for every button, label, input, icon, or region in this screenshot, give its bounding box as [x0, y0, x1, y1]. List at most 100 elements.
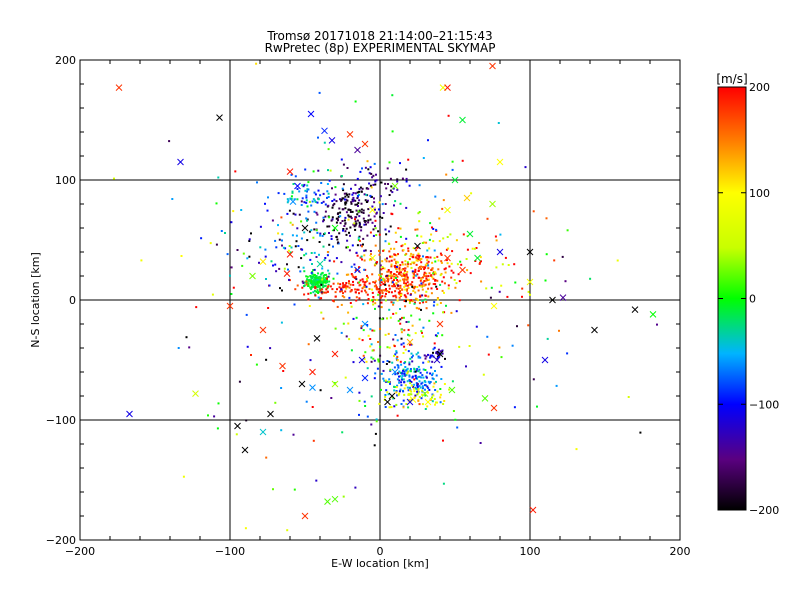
data-point — [352, 283, 355, 286]
x-marker — [466, 230, 474, 238]
data-point — [391, 191, 394, 194]
data-point — [313, 191, 316, 194]
data-point — [396, 188, 399, 191]
data-point — [384, 203, 387, 205]
data-point — [318, 285, 321, 288]
data-point — [420, 282, 423, 285]
data-point — [318, 241, 321, 243]
data-point — [426, 385, 429, 388]
data-point — [394, 285, 396, 288]
data-point — [398, 291, 401, 294]
data-point — [575, 448, 578, 451]
data-point — [343, 296, 346, 299]
data-point — [370, 186, 373, 189]
data-point — [420, 261, 423, 264]
data-point — [344, 290, 347, 293]
data-point — [388, 287, 391, 290]
data-point — [368, 182, 371, 185]
data-point — [442, 311, 444, 314]
data-point — [305, 280, 308, 283]
data-point — [400, 271, 402, 274]
data-point — [431, 268, 434, 271]
data-point — [401, 316, 403, 319]
data-point — [414, 332, 417, 335]
data-point — [421, 374, 424, 377]
data-point — [545, 253, 548, 256]
x-marker-stroke — [414, 242, 421, 250]
data-point — [398, 392, 401, 395]
data-point — [480, 280, 483, 283]
data-point — [238, 380, 241, 383]
x-marker-stroke — [481, 395, 489, 402]
data-point — [438, 240, 441, 243]
data-point — [306, 239, 309, 242]
x-marker-stroke — [346, 386, 354, 394]
data-point — [356, 195, 359, 197]
data-point — [340, 331, 343, 334]
data-point — [336, 305, 339, 308]
data-point — [408, 334, 411, 337]
data-point — [380, 279, 383, 281]
x-marker — [241, 446, 249, 454]
data-point — [380, 372, 383, 375]
x-marker — [406, 338, 414, 346]
data-point — [419, 371, 422, 374]
data-point — [230, 266, 233, 269]
data-point — [432, 272, 435, 275]
data-point — [363, 259, 366, 262]
x-marker — [115, 84, 123, 91]
data-point — [425, 307, 428, 310]
data-point — [420, 235, 423, 238]
data-point — [424, 384, 426, 387]
data-point — [352, 223, 355, 226]
data-point — [322, 219, 325, 222]
data-point — [337, 212, 340, 215]
data-point — [378, 292, 381, 295]
x-marker — [346, 386, 354, 394]
data-point — [246, 257, 249, 260]
data-point — [374, 263, 377, 266]
data-point — [423, 266, 426, 269]
data-point — [315, 229, 318, 232]
data-point — [313, 251, 316, 254]
data-point — [378, 201, 381, 204]
colorbar-label: [m/s] — [716, 72, 747, 86]
data-point — [395, 267, 398, 270]
data-point — [427, 387, 430, 389]
data-point — [348, 193, 351, 196]
data-point — [267, 196, 269, 199]
data-point — [423, 268, 426, 271]
data-point — [639, 431, 642, 434]
data-point — [390, 406, 393, 409]
data-point — [414, 256, 417, 259]
data-point — [305, 283, 308, 286]
x-marker-stroke — [313, 335, 321, 342]
data-point — [448, 388, 451, 391]
x-marker-stroke — [267, 410, 274, 418]
data-point — [361, 278, 364, 281]
data-point — [448, 265, 451, 268]
data-point — [397, 372, 399, 375]
data-point — [427, 278, 430, 281]
colorbar-tick-label: −200 — [749, 504, 779, 517]
data-point — [407, 406, 410, 409]
data-point — [395, 277, 397, 279]
data-point — [326, 290, 329, 293]
data-point — [437, 356, 439, 359]
data-point — [514, 281, 517, 284]
data-point — [384, 258, 387, 261]
data-point — [352, 317, 355, 320]
x-marker-stroke — [444, 206, 451, 214]
data-point — [398, 269, 401, 272]
data-point — [436, 298, 439, 301]
data-point — [368, 282, 371, 285]
data-point — [408, 363, 411, 366]
data-point — [411, 281, 414, 284]
data-point — [393, 283, 395, 286]
data-point — [317, 272, 319, 275]
data-point — [441, 349, 444, 352]
data-point — [397, 253, 399, 256]
data-point — [358, 190, 361, 193]
data-point — [318, 297, 321, 300]
data-point — [324, 203, 327, 206]
